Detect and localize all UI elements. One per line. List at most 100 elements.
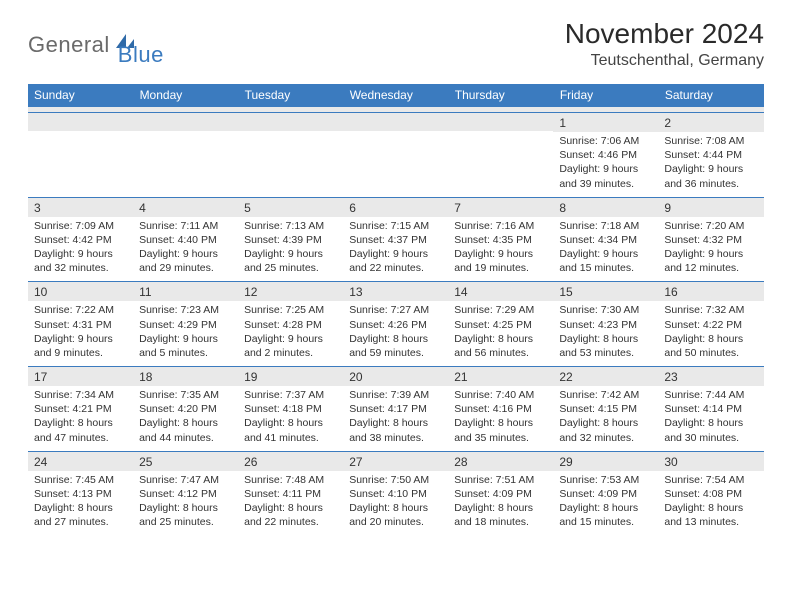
day-detail xyxy=(448,131,553,189)
weekday-header: Sunday xyxy=(28,84,133,107)
calendar-day-cell: 5Sunrise: 7:13 AMSunset: 4:39 PMDaylight… xyxy=(238,197,343,282)
day-number: 9 xyxy=(658,198,763,217)
calendar-day-cell: 11Sunrise: 7:23 AMSunset: 4:29 PMDayligh… xyxy=(133,282,238,367)
calendar-day-cell: 22Sunrise: 7:42 AMSunset: 4:15 PMDayligh… xyxy=(553,367,658,452)
day-detail xyxy=(133,131,238,189)
day-detail: Sunrise: 7:06 AMSunset: 4:46 PMDaylight:… xyxy=(553,132,658,197)
calendar-day-cell: 21Sunrise: 7:40 AMSunset: 4:16 PMDayligh… xyxy=(448,367,553,452)
calendar-day-cell: 3Sunrise: 7:09 AMSunset: 4:42 PMDaylight… xyxy=(28,197,133,282)
day-number: 25 xyxy=(133,452,238,471)
day-detail: Sunrise: 7:51 AMSunset: 4:09 PMDaylight:… xyxy=(448,471,553,536)
location: Teutschenthal, Germany xyxy=(565,52,764,70)
calendar-day-cell: 2Sunrise: 7:08 AMSunset: 4:44 PMDaylight… xyxy=(658,113,763,198)
day-detail: Sunrise: 7:08 AMSunset: 4:44 PMDaylight:… xyxy=(658,132,763,197)
day-detail: Sunrise: 7:48 AMSunset: 4:11 PMDaylight:… xyxy=(238,471,343,536)
day-number: 26 xyxy=(238,452,343,471)
day-detail: Sunrise: 7:20 AMSunset: 4:32 PMDaylight:… xyxy=(658,217,763,282)
calendar-week-row: 17Sunrise: 7:34 AMSunset: 4:21 PMDayligh… xyxy=(28,367,764,452)
calendar-table: SundayMondayTuesdayWednesdayThursdayFrid… xyxy=(28,84,764,535)
calendar-week-row: 3Sunrise: 7:09 AMSunset: 4:42 PMDaylight… xyxy=(28,197,764,282)
day-number: 22 xyxy=(553,367,658,386)
day-number: 23 xyxy=(658,367,763,386)
day-number: 28 xyxy=(448,452,553,471)
title-block: November 2024 Teutschenthal, Germany xyxy=(565,18,764,70)
day-number: 11 xyxy=(133,282,238,301)
day-number: 17 xyxy=(28,367,133,386)
day-number: 15 xyxy=(553,282,658,301)
day-detail: Sunrise: 7:16 AMSunset: 4:35 PMDaylight:… xyxy=(448,217,553,282)
day-detail: Sunrise: 7:11 AMSunset: 4:40 PMDaylight:… xyxy=(133,217,238,282)
calendar-day-cell: 7Sunrise: 7:16 AMSunset: 4:35 PMDaylight… xyxy=(448,197,553,282)
day-number: 10 xyxy=(28,282,133,301)
logo-word2: Blue xyxy=(118,42,164,68)
day-number: 13 xyxy=(343,282,448,301)
day-detail: Sunrise: 7:22 AMSunset: 4:31 PMDaylight:… xyxy=(28,301,133,366)
day-detail: Sunrise: 7:34 AMSunset: 4:21 PMDaylight:… xyxy=(28,386,133,451)
day-detail: Sunrise: 7:29 AMSunset: 4:25 PMDaylight:… xyxy=(448,301,553,366)
weekday-header: Thursday xyxy=(448,84,553,107)
weekday-header: Tuesday xyxy=(238,84,343,107)
logo-word1: General xyxy=(28,32,110,58)
calendar-day-cell: 30Sunrise: 7:54 AMSunset: 4:08 PMDayligh… xyxy=(658,451,763,535)
day-detail: Sunrise: 7:15 AMSunset: 4:37 PMDaylight:… xyxy=(343,217,448,282)
calendar-head: SundayMondayTuesdayWednesdayThursdayFrid… xyxy=(28,84,764,107)
calendar-body: 1Sunrise: 7:06 AMSunset: 4:46 PMDaylight… xyxy=(28,107,764,536)
day-detail: Sunrise: 7:45 AMSunset: 4:13 PMDaylight:… xyxy=(28,471,133,536)
calendar-day-cell: 19Sunrise: 7:37 AMSunset: 4:18 PMDayligh… xyxy=(238,367,343,452)
day-detail: Sunrise: 7:13 AMSunset: 4:39 PMDaylight:… xyxy=(238,217,343,282)
day-number: 30 xyxy=(658,452,763,471)
weekday-header: Saturday xyxy=(658,84,763,107)
day-number: 2 xyxy=(658,113,763,132)
day-number: 19 xyxy=(238,367,343,386)
weekday-header: Friday xyxy=(553,84,658,107)
day-detail: Sunrise: 7:47 AMSunset: 4:12 PMDaylight:… xyxy=(133,471,238,536)
calendar-day-cell: 12Sunrise: 7:25 AMSunset: 4:28 PMDayligh… xyxy=(238,282,343,367)
calendar-day-cell: 29Sunrise: 7:53 AMSunset: 4:09 PMDayligh… xyxy=(553,451,658,535)
day-detail: Sunrise: 7:40 AMSunset: 4:16 PMDaylight:… xyxy=(448,386,553,451)
day-number xyxy=(133,113,238,131)
calendar-day-cell: 13Sunrise: 7:27 AMSunset: 4:26 PMDayligh… xyxy=(343,282,448,367)
day-detail: Sunrise: 7:50 AMSunset: 4:10 PMDaylight:… xyxy=(343,471,448,536)
day-detail xyxy=(28,131,133,189)
day-number: 3 xyxy=(28,198,133,217)
day-detail xyxy=(343,131,448,189)
day-number: 14 xyxy=(448,282,553,301)
calendar-day-cell: 15Sunrise: 7:30 AMSunset: 4:23 PMDayligh… xyxy=(553,282,658,367)
day-number: 24 xyxy=(28,452,133,471)
day-detail: Sunrise: 7:54 AMSunset: 4:08 PMDaylight:… xyxy=(658,471,763,536)
calendar-day-cell: 9Sunrise: 7:20 AMSunset: 4:32 PMDaylight… xyxy=(658,197,763,282)
calendar-day-cell: 27Sunrise: 7:50 AMSunset: 4:10 PMDayligh… xyxy=(343,451,448,535)
day-number: 27 xyxy=(343,452,448,471)
calendar-day-cell xyxy=(133,113,238,198)
calendar-day-cell: 4Sunrise: 7:11 AMSunset: 4:40 PMDaylight… xyxy=(133,197,238,282)
calendar-day-cell: 6Sunrise: 7:15 AMSunset: 4:37 PMDaylight… xyxy=(343,197,448,282)
day-number: 7 xyxy=(448,198,553,217)
day-detail: Sunrise: 7:18 AMSunset: 4:34 PMDaylight:… xyxy=(553,217,658,282)
calendar-day-cell xyxy=(28,113,133,198)
day-detail xyxy=(238,131,343,189)
calendar-day-cell xyxy=(343,113,448,198)
calendar-day-cell xyxy=(448,113,553,198)
day-detail: Sunrise: 7:37 AMSunset: 4:18 PMDaylight:… xyxy=(238,386,343,451)
calendar-day-cell: 16Sunrise: 7:32 AMSunset: 4:22 PMDayligh… xyxy=(658,282,763,367)
day-detail: Sunrise: 7:30 AMSunset: 4:23 PMDaylight:… xyxy=(553,301,658,366)
weekday-header: Monday xyxy=(133,84,238,107)
day-detail: Sunrise: 7:25 AMSunset: 4:28 PMDaylight:… xyxy=(238,301,343,366)
calendar-day-cell: 25Sunrise: 7:47 AMSunset: 4:12 PMDayligh… xyxy=(133,451,238,535)
calendar-week-row: 24Sunrise: 7:45 AMSunset: 4:13 PMDayligh… xyxy=(28,451,764,535)
day-detail: Sunrise: 7:53 AMSunset: 4:09 PMDaylight:… xyxy=(553,471,658,536)
calendar-day-cell: 23Sunrise: 7:44 AMSunset: 4:14 PMDayligh… xyxy=(658,367,763,452)
weekday-header: Wednesday xyxy=(343,84,448,107)
calendar-day-cell: 1Sunrise: 7:06 AMSunset: 4:46 PMDaylight… xyxy=(553,113,658,198)
calendar-day-cell: 17Sunrise: 7:34 AMSunset: 4:21 PMDayligh… xyxy=(28,367,133,452)
day-number: 12 xyxy=(238,282,343,301)
calendar-day-cell xyxy=(238,113,343,198)
day-number xyxy=(28,113,133,131)
day-number xyxy=(238,113,343,131)
day-detail: Sunrise: 7:09 AMSunset: 4:42 PMDaylight:… xyxy=(28,217,133,282)
day-number xyxy=(343,113,448,131)
day-number: 20 xyxy=(343,367,448,386)
day-detail: Sunrise: 7:44 AMSunset: 4:14 PMDaylight:… xyxy=(658,386,763,451)
calendar-day-cell: 18Sunrise: 7:35 AMSunset: 4:20 PMDayligh… xyxy=(133,367,238,452)
day-detail: Sunrise: 7:32 AMSunset: 4:22 PMDaylight:… xyxy=(658,301,763,366)
